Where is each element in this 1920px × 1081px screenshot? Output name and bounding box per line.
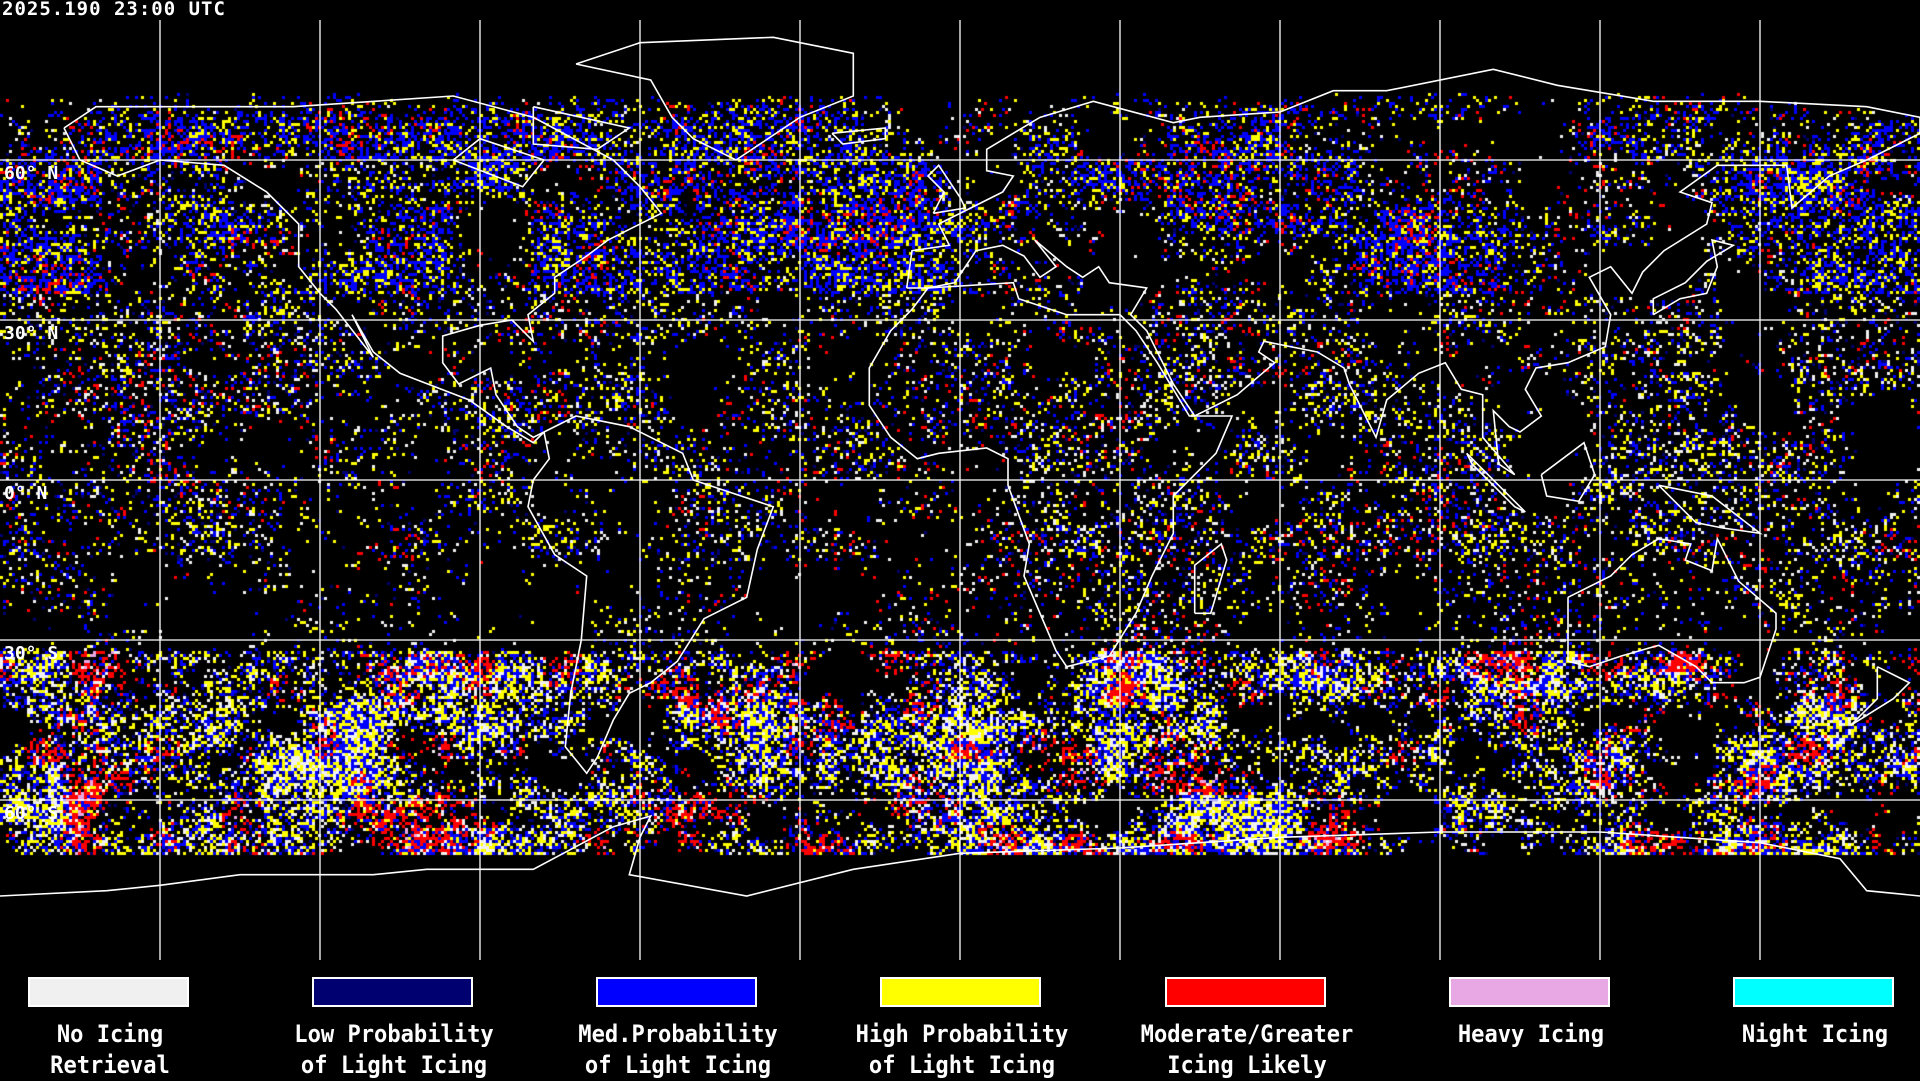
coastline [63,95,663,444]
legend-item-heavy-icing: Heavy Icing [1411,977,1651,1050]
coastline [1850,665,1911,726]
legend-swatch [1449,977,1610,1007]
legend-swatch [880,977,1041,1007]
lat-label-60n: 60° N [4,163,59,184]
coastline [1652,238,1736,316]
legend-label: Heavy Icing [1457,1020,1605,1048]
coastline [1658,484,1763,535]
legend-swatch [312,977,473,1007]
coastline [926,164,967,215]
legend-item-med-probability: Med.Probability of Light Icing [558,977,798,1081]
lat-label-30s: 30° S [4,643,59,664]
coastline [1540,441,1596,503]
coastline [1465,452,1526,513]
coastline [1567,536,1777,684]
lat-label-0n: 0° N [4,483,48,504]
legend-swatch [596,977,757,1007]
legend-swatch [1165,977,1326,1007]
legend-item-high-probability: High Probability of Light Icing [842,977,1082,1081]
legend-label: Low Probability of Light Icing [294,1020,494,1079]
icing-map: 2025.190 23:00 UTC 60° N 30° N 0° N 30° … [0,0,1920,960]
legend: No Icing Retrieval Low Probability of Li… [0,960,1920,1080]
legend-label: Moderate/Greater Icing Likely [1140,1020,1354,1079]
legend-swatch [1733,977,1894,1007]
legend-item-no-icing: No Icing Retrieval [0,977,230,1081]
legend-item-low-probability: Low Probability of Light Icing [274,977,514,1081]
coastline [0,814,1920,897]
legend-label: Night Icing [1741,1020,1889,1048]
legend-item-moderate-greater: Moderate/Greater Icing Likely [1127,977,1367,1081]
map-overlay [0,20,1920,960]
coastline [1193,542,1228,615]
lat-label-60s: 60° S [4,803,59,824]
coastline [452,137,546,188]
legend-label: No Icing Retrieval [50,1020,170,1079]
coastline [831,127,887,145]
legend-label: Med.Probability of Light Icing [578,1020,778,1079]
timestamp: 2025.190 23:00 UTC [2,0,226,20]
coastline [575,36,855,161]
lat-lon-grid [0,20,1920,960]
legend-swatch [28,977,189,1007]
coastline [905,68,1920,476]
lat-label-30n: 30° N [4,323,59,344]
legend-label: High Probability of Light Icing [855,1020,1069,1079]
legend-item-night-icing: Night Icing [1695,977,1920,1050]
coastline [527,415,775,775]
coastline [532,105,632,151]
coastline [868,281,1234,668]
